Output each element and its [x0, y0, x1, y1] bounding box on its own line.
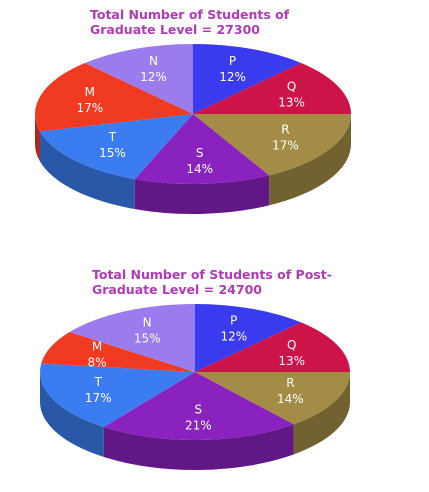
slice-category: R: [286, 376, 294, 390]
slice: [193, 44, 302, 114]
slice: [103, 372, 294, 440]
slice-label: 12%: [220, 330, 247, 344]
slice-category: S: [196, 146, 204, 160]
chart-title: Total Number of Students of Post-Graduat…: [92, 267, 332, 297]
slice-label: 15%: [99, 146, 126, 160]
slice-category: M: [92, 339, 102, 353]
slice-label: 12%: [219, 70, 246, 84]
slice-category: P: [229, 54, 236, 68]
slice-label: 17%: [272, 139, 299, 153]
slice: [193, 114, 351, 176]
slice-category: Q: [287, 80, 296, 94]
chart-title: Total Number of Students of Graduate Lev…: [90, 7, 290, 37]
slice-side: [293, 372, 350, 455]
slice-category: M: [85, 85, 95, 99]
slice-side: [40, 372, 104, 458]
slice-category: Q: [287, 338, 296, 352]
slice-label: 17%: [76, 101, 103, 115]
slice: [39, 114, 193, 180]
slice: [193, 62, 351, 114]
slice-category: S: [194, 403, 202, 417]
slice-label: 13%: [278, 96, 305, 110]
slice: [195, 372, 350, 425]
slice-category: N: [149, 54, 158, 68]
slice-label: 13%: [278, 354, 305, 368]
slice-label: 15%: [134, 331, 161, 345]
slice-label: 21%: [185, 419, 212, 433]
slice: [84, 44, 193, 114]
slice-category: R: [281, 123, 289, 137]
slice-side: [103, 424, 294, 470]
slice-label: 14%: [186, 162, 213, 176]
slice-category: T: [94, 375, 103, 389]
slice: [195, 322, 350, 372]
slice: [69, 304, 195, 372]
slice-label: 14%: [277, 392, 304, 406]
slice: [195, 304, 302, 372]
slice-category: T: [108, 130, 117, 144]
slice-label: 8%: [87, 355, 106, 369]
slice-category: N: [143, 315, 152, 329]
slice-label: 12%: [140, 70, 167, 84]
slice-side: [134, 175, 270, 215]
slice-side: [269, 114, 351, 206]
slice: [35, 62, 194, 132]
slice-label: 17%: [85, 391, 112, 405]
slice: [134, 114, 270, 184]
slice: [39, 363, 195, 428]
slice-category: P: [230, 314, 237, 328]
slice: [41, 332, 195, 372]
slice-side: [35, 114, 40, 162]
slice-side: [39, 131, 135, 210]
